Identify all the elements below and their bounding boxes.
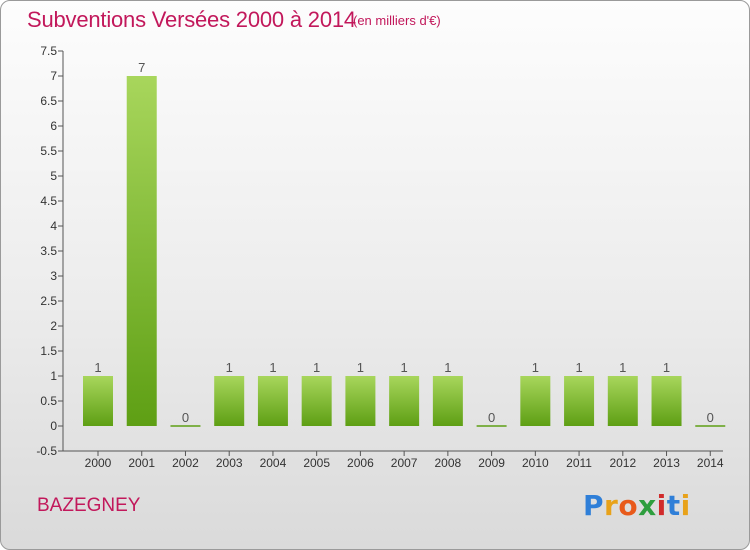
- y-tick-label: 2.5: [40, 294, 57, 308]
- bar-2011: [564, 376, 595, 426]
- y-tick-label: 7: [50, 69, 57, 83]
- bar-2001: [126, 76, 157, 426]
- y-tick-label: 0: [50, 419, 57, 433]
- y-tick-label: 5.5: [40, 144, 57, 158]
- x-tick-label-2007: 2007: [391, 456, 418, 470]
- logo-letter: i: [656, 489, 667, 522]
- y-tick-label: 3.5: [40, 244, 57, 258]
- data-label-2014: 0: [707, 410, 714, 425]
- data-label-2003: 1: [226, 360, 233, 375]
- y-tick-label: 4: [50, 219, 57, 233]
- y-tick-label: 6.5: [40, 94, 57, 108]
- y-tick-label: 1.5: [40, 344, 57, 358]
- x-tick-label-2004: 2004: [260, 456, 287, 470]
- data-label-2002: 0: [182, 410, 189, 425]
- chart-axes: -0.5 0 0.5 1 1.5 2 2.5 3 3.5 4 4.5 5 5.5 6 6.5 7 7.5 2000…: [36, 44, 724, 470]
- y-tick-label: 6: [50, 119, 57, 133]
- y-tick-label: 4.5: [40, 194, 57, 208]
- data-label-2011: 1: [575, 360, 582, 375]
- data-label-2006: 1: [357, 360, 364, 375]
- bar-2008: [432, 376, 463, 426]
- bar-2005: [301, 376, 332, 426]
- x-tick-label-2011: 2011: [566, 456, 592, 470]
- chart-bars: [83, 76, 726, 427]
- bar-2010: [520, 376, 551, 426]
- y-tick-label: 5: [50, 169, 57, 183]
- y-tick-label: 7.5: [40, 44, 57, 58]
- data-label-2005: 1: [313, 360, 320, 375]
- x-tick-label-2009: 2009: [478, 456, 505, 470]
- logo-letter: o: [618, 489, 639, 522]
- bar-2004: [257, 376, 288, 426]
- bar-2000: [83, 376, 113, 426]
- bar-2012: [607, 376, 638, 426]
- x-tick-label-2003: 2003: [216, 456, 243, 470]
- data-label-2001: 7: [138, 60, 145, 75]
- x-tick-label-2005: 2005: [303, 456, 330, 470]
- bar-2003: [214, 376, 245, 426]
- logo-letter: i: [680, 489, 691, 522]
- bar-2007: [389, 376, 420, 426]
- bar-2006: [345, 376, 376, 426]
- data-label-2009: 0: [488, 410, 495, 425]
- x-tick-label-2001: 2001: [128, 456, 155, 470]
- data-label-2013: 1: [663, 360, 670, 375]
- logo-letter: r: [604, 489, 619, 522]
- x-tick-label-2006: 2006: [347, 456, 374, 470]
- x-tick-label-2002: 2002: [172, 456, 199, 470]
- x-tick-label-2008: 2008: [435, 456, 462, 470]
- y-tick-label: 2: [50, 319, 57, 333]
- x-tick-label-2014: 2014: [697, 456, 724, 470]
- data-label-2008: 1: [444, 360, 451, 375]
- y-tick-label: 0.5: [40, 394, 57, 408]
- x-tick-label-2000: 2000: [85, 456, 112, 470]
- chart-data-labels: 1 7 0 1 1 1 1 1 1 0 1 1 1 1 0: [94, 60, 714, 425]
- y-tick-label: 1: [50, 369, 57, 383]
- data-label-2007: 1: [401, 360, 408, 375]
- data-label-2000: 1: [94, 360, 101, 375]
- commune-name: BAZEGNEY: [37, 495, 141, 516]
- y-tick-label: -0.5: [36, 444, 57, 458]
- data-label-2010: 1: [532, 360, 539, 375]
- y-tick-label: 3: [50, 269, 57, 283]
- x-tick-label-2010: 2010: [522, 456, 549, 470]
- data-label-2004: 1: [269, 360, 276, 375]
- bar-2013: [651, 376, 682, 426]
- proxiti-logo: Proxiti: [583, 489, 691, 522]
- logo-letter: t: [666, 489, 681, 522]
- chart-title: Subventions Versées 2000 à 2014: [27, 7, 356, 32]
- data-label-2012: 1: [619, 360, 626, 375]
- x-tick-label-2013: 2013: [653, 456, 680, 470]
- logo-letter: x: [638, 489, 657, 522]
- x-tick-label-2012: 2012: [609, 456, 636, 470]
- logo-letter: P: [583, 489, 605, 522]
- chart-subtitle: (en milliers d'€): [353, 13, 441, 28]
